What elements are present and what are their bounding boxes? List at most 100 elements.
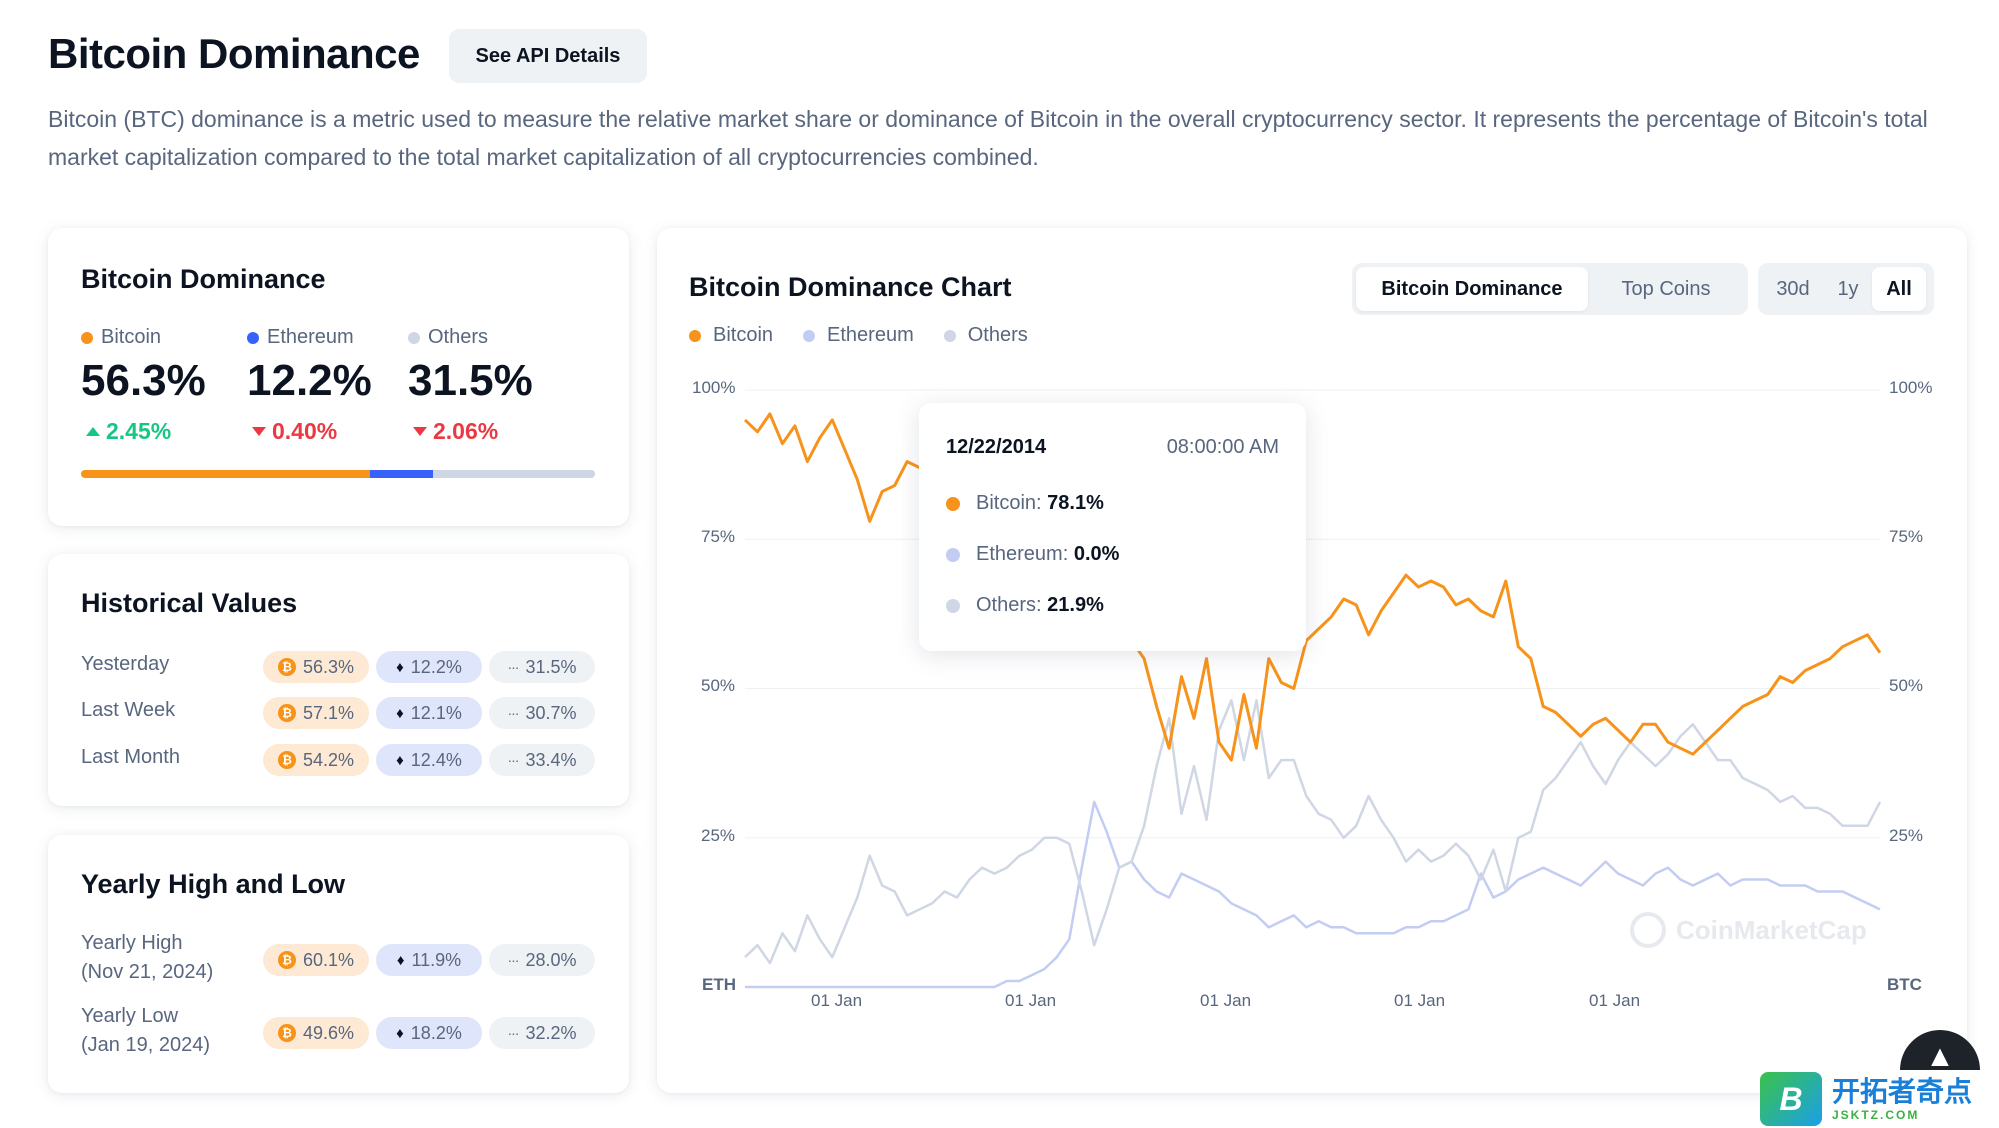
y-tick-left: 100% [692, 378, 736, 397]
legend-ethereum: Ethereum [247, 326, 354, 349]
ethereum-dot-icon [803, 329, 816, 342]
coinmarketcap-logo-icon [1630, 912, 1666, 948]
y-tick-right: 75% [1889, 527, 1924, 546]
arrow-down-icon [252, 427, 266, 436]
see-api-details-button[interactable]: See API Details [449, 29, 647, 83]
historical-eth-pill: ♦ 12.4% [376, 744, 482, 776]
tooltip-time: 08:00:00 AM [1166, 436, 1279, 458]
range-1y-button[interactable]: 1y [1837, 277, 1859, 300]
historical-others-pill: ··· 33.4% [489, 744, 595, 776]
ethereum-dot-icon [946, 547, 960, 562]
legend-bitcoin: Bitcoin [81, 326, 161, 349]
y-tick-left: 50% [701, 676, 736, 695]
yearly-low-label: Yearly Low (Jan 19, 2024) [81, 1005, 210, 1056]
ellipsis-icon: ··· [507, 1025, 519, 1041]
y-tick-left: 75% [701, 527, 736, 546]
x-tick: 01 Jan [1200, 991, 1252, 1010]
historical-values-card: Historical Values Yesterday ₿ 56.3% ♦ 12.2… [48, 554, 629, 806]
historical-eth-pill: ♦ 12.1% [376, 697, 482, 729]
bitcoin-icon: ₿ [277, 1024, 296, 1042]
others-dot-icon [943, 329, 956, 342]
page-title: Bitcoin Dominance [48, 30, 420, 77]
page-description: Bitcoin (BTC) dominance is a metric used… [48, 106, 1928, 170]
yearly-low-others-pill: ··· 32.2% [489, 1017, 595, 1049]
y-tick-right: 25% [1889, 826, 1924, 845]
ellipsis-icon: ··· [507, 659, 519, 675]
legend-others-label[interactable]: Others [967, 324, 1028, 346]
ethereum-dominance-value: 12.2% [247, 356, 372, 405]
historical-eth-pill: ♦ 12.2% [376, 651, 482, 683]
yearly-high-label: Yearly High (Nov 21, 2024) [81, 932, 214, 983]
others-dominance-value: 31.5% [408, 356, 533, 405]
others-dot-icon [408, 331, 420, 344]
historical-others-pill: ··· 30.7% [489, 697, 595, 729]
left-axis-title: ETH [702, 975, 736, 994]
ethereum-dot-icon [247, 331, 259, 344]
chart-title: Bitcoin Dominance Chart [689, 272, 1012, 302]
legend-others: Others [408, 326, 488, 349]
ethereum-icon: ♦ [396, 658, 404, 676]
bitcoin-dot-icon [946, 496, 960, 511]
x-tick: 01 Jan [1394, 991, 1446, 1010]
others-dot-icon [946, 598, 960, 613]
yearly-low-btc-pill: ₿ 49.6% [263, 1017, 369, 1049]
logo-text: 开拓者奇点 JSKTZ.COM [1832, 1075, 1973, 1122]
bitcoin-change: 2.45% [86, 418, 171, 445]
arrow-down-icon [413, 427, 427, 436]
historical-row-label: Last Month [81, 746, 180, 768]
historical-values-title: Historical Values [81, 588, 298, 618]
tab-bitcoin-dominance[interactable]: Bitcoin Dominance [1356, 267, 1588, 311]
ethereum-change: 0.40% [252, 418, 337, 445]
tooltip-ethereum-row: Ethereum: 0.0% [946, 543, 1119, 566]
ethereum-share-segment [370, 470, 434, 478]
yearly-high-others-pill: ··· 28.0% [489, 944, 595, 976]
ethereum-icon: ♦ [396, 951, 405, 969]
yearly-high-eth-pill: ♦ 11.9% [376, 944, 482, 976]
historical-row-label: Yesterday [81, 653, 170, 675]
dominance-card-title: Bitcoin Dominance [81, 264, 326, 294]
ellipsis-icon: ··· [507, 705, 519, 721]
ethereum-icon: ♦ [396, 1024, 404, 1042]
bitcoin-icon: ₿ [277, 704, 296, 722]
bitcoin-dominance-value: 56.3% [81, 356, 206, 405]
dominance-chart-card: Bitcoin Dominance Chart Bitcoin Dominanc… [657, 228, 1967, 1093]
historical-btc-pill: ₿ 56.3% [263, 651, 369, 683]
yearly-high-low-title: Yearly High and Low [81, 869, 346, 899]
legend-bitcoin-label[interactable]: Bitcoin [713, 324, 774, 346]
x-tick: 01 Jan [811, 991, 863, 1010]
ellipsis-icon: ··· [507, 952, 519, 968]
tooltip-others-row: Others: 21.9% [946, 594, 1104, 617]
bitcoin-dot-icon [689, 329, 701, 342]
ellipsis-icon: ··· [507, 752, 519, 768]
tooltip-date: 12/22/2014 [946, 436, 1047, 458]
historical-btc-pill: ₿ 57.1% [263, 697, 369, 729]
tab-top-coins[interactable]: Top Coins [1621, 277, 1711, 300]
historical-row-label: Last Week [81, 699, 176, 721]
x-tick: 01 Jan [1589, 991, 1641, 1010]
range-30d-button[interactable]: 30d [1776, 277, 1810, 300]
ethereum-icon: ♦ [396, 704, 404, 722]
right-axis-title: BTC [1887, 975, 1922, 994]
coinmarketcap-watermark: CoinMarketCap [1630, 912, 1867, 948]
others-change: 2.06% [413, 418, 498, 445]
site-logo-badge: B 开拓者奇点 JSKTZ.COM [1760, 1070, 1990, 1128]
legend-ethereum-label[interactable]: Ethereum [827, 324, 914, 346]
arrow-up-icon [86, 427, 100, 436]
chevron-up-icon: ▲ [1925, 1040, 1955, 1073]
bitcoin-icon: ₿ [277, 751, 296, 769]
yearly-low-eth-pill: ♦ 18.2% [376, 1017, 482, 1049]
others-share-segment [433, 470, 595, 478]
yearly-high-low-card: Yearly High and Low Yearly High (Nov 21,… [48, 835, 629, 1093]
tooltip-bitcoin-row: Bitcoin: 78.1% [946, 492, 1104, 515]
chart-tooltip: 12/22/2014 08:00:00 AM Bitcoin: 78.1% Et… [919, 403, 1306, 651]
chart-legend: Bitcoin Ethereum Others [689, 324, 1028, 347]
y-tick-left: 25% [701, 826, 736, 845]
x-tick: 01 Jan [1005, 991, 1057, 1010]
historical-btc-pill: ₿ 54.2% [263, 744, 369, 776]
y-tick-right: 100% [1889, 378, 1933, 397]
range-all-button[interactable]: All [1872, 267, 1926, 311]
bitcoin-icon: ₿ [277, 658, 296, 676]
yearly-high-btc-pill: ₿ 60.1% [263, 944, 369, 976]
bitcoin-share-segment [81, 470, 371, 478]
dominance-card: Bitcoin Dominance Bitcoin 56.3% 2.45% Et… [48, 228, 629, 526]
